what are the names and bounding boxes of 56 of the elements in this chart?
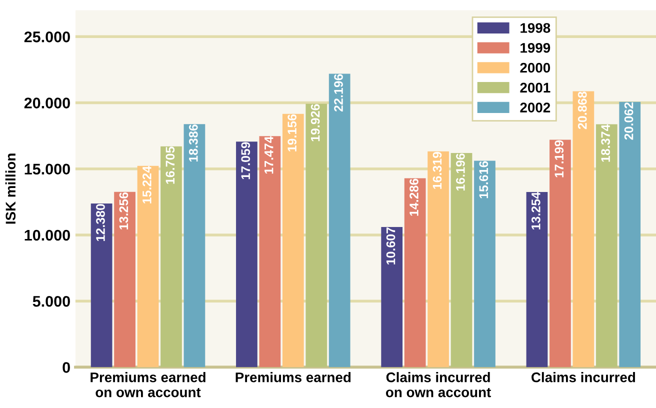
data-label: 17.199 xyxy=(554,140,564,178)
bar xyxy=(404,178,426,368)
y-tick-label: 20.000 xyxy=(24,98,70,108)
data-label: 17.474 xyxy=(264,136,274,174)
legend-label: 2000 xyxy=(520,62,550,73)
legend-label: 2001 xyxy=(520,82,550,93)
legend-label: 1999 xyxy=(520,42,550,53)
data-label: 15.224 xyxy=(142,166,152,204)
data-label: 15.616 xyxy=(479,161,488,198)
bar xyxy=(428,151,449,368)
x-tick-label: Claims incurred on own account xyxy=(386,372,491,398)
legend-label: 2002 xyxy=(520,102,550,112)
data-label: 19.926 xyxy=(310,104,320,142)
bar xyxy=(381,226,403,368)
y-tick-label: 25.000 xyxy=(24,32,70,42)
bar xyxy=(259,136,281,368)
data-label: 22.196 xyxy=(334,74,343,112)
data-label: 13.254 xyxy=(531,192,540,230)
bar xyxy=(90,204,112,368)
data-label: 16.705 xyxy=(166,146,175,184)
bar xyxy=(596,124,618,368)
x-tick-label: Premiums earned on own account xyxy=(90,372,206,398)
bar xyxy=(160,146,182,368)
x-tick-label: Premiums earned xyxy=(236,372,351,382)
bar xyxy=(572,91,594,368)
bar xyxy=(236,142,258,368)
data-label: 20.062 xyxy=(624,102,634,140)
data-label: 19.156 xyxy=(288,114,297,152)
y-tick-label: 10.000 xyxy=(24,230,70,241)
legend-label: 1998 xyxy=(520,23,550,33)
data-label: 18.386 xyxy=(188,124,198,162)
bar xyxy=(474,160,496,368)
bar xyxy=(619,102,641,368)
y-tick-label: 5.000 xyxy=(32,296,70,307)
bar xyxy=(306,104,328,368)
bar xyxy=(282,114,304,368)
x-tick-label: Claims incurred xyxy=(532,372,636,382)
y-axis-title: ISK million xyxy=(5,154,16,224)
bar xyxy=(114,192,136,368)
bar xyxy=(137,166,159,368)
bar xyxy=(328,74,350,368)
data-label: 16.319 xyxy=(432,152,442,189)
data-label: 17.059 xyxy=(241,142,250,180)
y-tick-label: 0 xyxy=(62,362,70,373)
data-label: 12.380 xyxy=(96,204,105,241)
data-label: 18.374 xyxy=(601,124,610,162)
bar xyxy=(526,192,548,368)
bar xyxy=(184,124,206,368)
bar xyxy=(550,140,571,368)
data-label: 10.607 xyxy=(386,228,396,264)
y-tick-label: 15.000 xyxy=(24,164,70,175)
data-label: 16.196 xyxy=(456,154,465,190)
data-label: 14.286 xyxy=(410,178,418,216)
bar xyxy=(450,153,472,368)
data-label: 20.868 xyxy=(578,92,587,130)
data-label: 13.256 xyxy=(119,192,128,230)
